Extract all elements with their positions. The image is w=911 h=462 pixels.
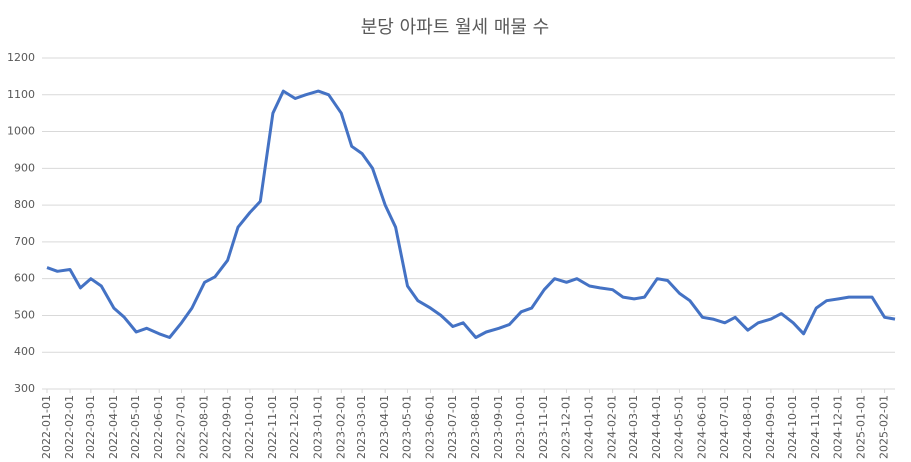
x-tick-label: 2023-01-01	[311, 395, 324, 459]
x-tick-label: 2023-09-01	[492, 395, 505, 459]
x-tick-label: 2022-02-01	[63, 395, 76, 459]
x-tick-label: 2024-02-01	[606, 395, 619, 459]
chart-title: 분당 아파트 월세 매물 수	[361, 17, 550, 38]
x-tick-label: 2022-03-01	[84, 395, 97, 459]
x-tick-label: 2024-10-01	[786, 395, 799, 459]
x-tick-label: 2024-05-01	[672, 395, 685, 459]
x-tick-label: 2024-03-01	[627, 395, 640, 459]
y-tick-label: 500	[14, 308, 35, 321]
x-tick-label: 2023-08-01	[469, 395, 482, 459]
x-tick-label: 2023-04-01	[378, 395, 391, 459]
data-line	[46, 89, 896, 339]
y-tick-label: 600	[14, 272, 35, 285]
x-tick-label: 2022-05-01	[129, 395, 142, 459]
x-tick-label: 2022-11-01	[266, 395, 279, 459]
x-tick-label: 2022-01-01	[40, 395, 53, 459]
x-tick-label: 2023-12-01	[560, 395, 573, 459]
x-tick-label: 2022-04-01	[107, 395, 120, 459]
x-tick-label: 2023-11-01	[537, 395, 550, 459]
y-tick-label: 1200	[7, 51, 35, 64]
x-tick-label: 2023-10-01	[514, 395, 527, 459]
x-tick-label: 2024-12-01	[832, 395, 845, 459]
x-tick-label: 2023-06-01	[423, 395, 436, 459]
x-tick-label: 2024-08-01	[741, 395, 754, 459]
y-tick-label: 300	[14, 382, 35, 395]
x-tick-label: 2022-06-01	[152, 395, 165, 459]
y-tick-label: 800	[14, 198, 35, 211]
y-tick-label: 1100	[7, 88, 35, 101]
x-tick-label: 2024-01-01	[583, 395, 596, 459]
x-tick-label: 2023-07-01	[446, 395, 459, 459]
x-tick-label: 2022-07-01	[175, 395, 188, 459]
x-tick-label: 2023-05-01	[400, 395, 413, 459]
y-tick-label: 700	[14, 235, 35, 248]
x-tick-label: 2022-12-01	[288, 395, 301, 459]
x-tick-label: 2025-02-01	[878, 395, 891, 459]
y-tick-label: 900	[14, 161, 35, 174]
x-tick-label: 2024-06-01	[696, 395, 709, 459]
y-tick-label: 1000	[7, 125, 35, 138]
x-tick-label: 2024-09-01	[764, 395, 777, 459]
x-tick-label: 2022-10-01	[243, 395, 256, 459]
x-tick-label: 2024-07-01	[718, 395, 731, 459]
x-tick-label: 2024-11-01	[809, 395, 822, 459]
x-tick-label: 2022-08-01	[198, 395, 211, 459]
x-tick-label: 2022-09-01	[221, 395, 234, 459]
x-tick-label: 2025-01-01	[855, 395, 868, 459]
x-tick-label: 2024-04-01	[650, 395, 663, 459]
x-tick-label: 2023-02-01	[334, 395, 347, 459]
y-tick-label: 400	[14, 345, 35, 358]
x-tick-label: 2023-03-01	[355, 395, 368, 459]
